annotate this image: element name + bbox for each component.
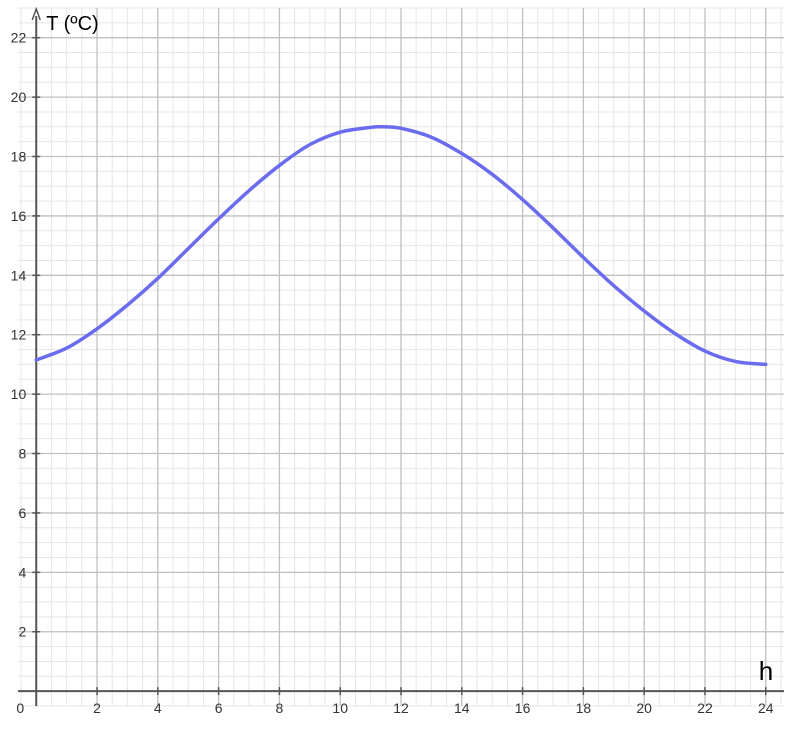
x-tick-label: 20: [636, 700, 652, 716]
series-line: [34, 124, 768, 367]
x-tick-label: 16: [515, 700, 531, 716]
y-axis-arrow: [31, 6, 41, 21]
y-tick-label: 16: [11, 208, 27, 224]
y-tick-label: 20: [11, 89, 27, 105]
x-tick-label: 22: [697, 700, 713, 716]
y-tick-label: 8: [18, 446, 26, 462]
minor-gridlines: [18, 7, 784, 707]
y-tick-label: 6: [18, 505, 26, 521]
y-axis-title: T (ºC): [46, 13, 98, 35]
y-tick-label: 22: [11, 30, 27, 46]
x-tick-label: 12: [393, 700, 409, 716]
x-tick-label: 18: [576, 700, 592, 716]
x-axis-title: h: [759, 656, 773, 686]
x-tick-label: 2: [93, 700, 101, 716]
y-tick-label: 2: [18, 624, 26, 640]
x-tick-label: 24: [758, 700, 774, 716]
x-tick-label: 10: [332, 700, 348, 716]
major-gridlines: [18, 8, 784, 706]
y-tick-label: 4: [18, 564, 26, 580]
y-tick-label: 18: [11, 149, 27, 165]
x-tick-label: 4: [154, 700, 162, 716]
y-tick-label: 12: [11, 327, 27, 343]
x-tick-label: 6: [215, 700, 223, 716]
x-tick-label: 0: [16, 700, 24, 716]
data-series: [34, 124, 768, 367]
x-tick-label: 14: [454, 700, 470, 716]
y-tick-label: 10: [11, 386, 27, 402]
y-tick-label: 14: [11, 267, 27, 283]
x-tick-label: 8: [276, 700, 284, 716]
